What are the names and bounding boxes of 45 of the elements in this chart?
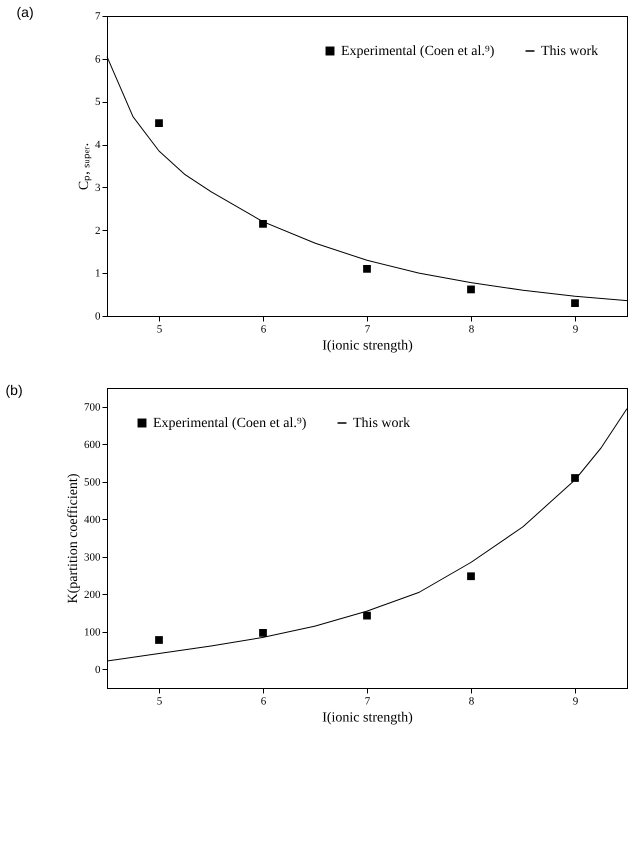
point: [363, 264, 371, 273]
legend-label: This work: [353, 416, 410, 431]
y-tick-label: 300: [84, 551, 101, 564]
x-tick-label: 7: [364, 324, 371, 336]
x-tick-label: 5: [156, 696, 163, 708]
point: [467, 286, 475, 294]
y-tick-label: 600: [84, 438, 101, 451]
legend-label: Experimental (Coen et al.⁹): [341, 44, 495, 59]
y-tick-label: 5: [95, 96, 101, 108]
x-tick-label: 5: [156, 324, 163, 336]
legend-label: Experimental (Coen et al.⁹): [153, 416, 307, 431]
y-axis-title: K(partition coefficient): [66, 473, 81, 604]
y-tick-label: 4: [95, 139, 101, 152]
point: [467, 572, 475, 580]
y-tick-label: 200: [84, 588, 101, 601]
point: [155, 119, 163, 128]
x-tick-label: 6: [260, 696, 267, 708]
y-tick-label: 500: [84, 476, 101, 488]
x-tick-label: 8: [468, 696, 475, 708]
chart-title: (b): [6, 382, 23, 398]
y-tick-label: 7: [95, 10, 101, 22]
y-tick-label: 0: [95, 664, 101, 676]
y-tick-label: 2: [95, 224, 100, 237]
x-tick-label: 7: [364, 696, 371, 708]
point: [571, 474, 579, 482]
x-tick-label: 8: [468, 324, 475, 336]
x-tick-label: 9: [572, 696, 579, 708]
legend-label: This work: [541, 44, 598, 59]
x-tick-label: 6: [260, 324, 267, 336]
y-tick-label: 1: [95, 268, 100, 280]
point: [363, 612, 371, 620]
y-axis-title: Cₚ, ₛᵤₚₑᵣ.: [77, 142, 92, 190]
x-axis-title: I(ionic strength): [322, 710, 414, 726]
y-tick-label: 3: [95, 182, 101, 194]
x-axis-title: I(ionic strength): [322, 338, 414, 354]
y-tick-label: 100: [84, 626, 101, 638]
point: [259, 629, 267, 637]
y-tick-label: 6: [95, 53, 101, 66]
y-tick-label: 0: [95, 310, 101, 322]
x-tick-label: 9: [572, 324, 579, 336]
point: [571, 299, 579, 308]
chart-title: (a): [16, 4, 34, 20]
y-tick-label: 400: [84, 514, 101, 526]
point: [155, 636, 163, 644]
y-tick-label: 700: [84, 401, 101, 414]
